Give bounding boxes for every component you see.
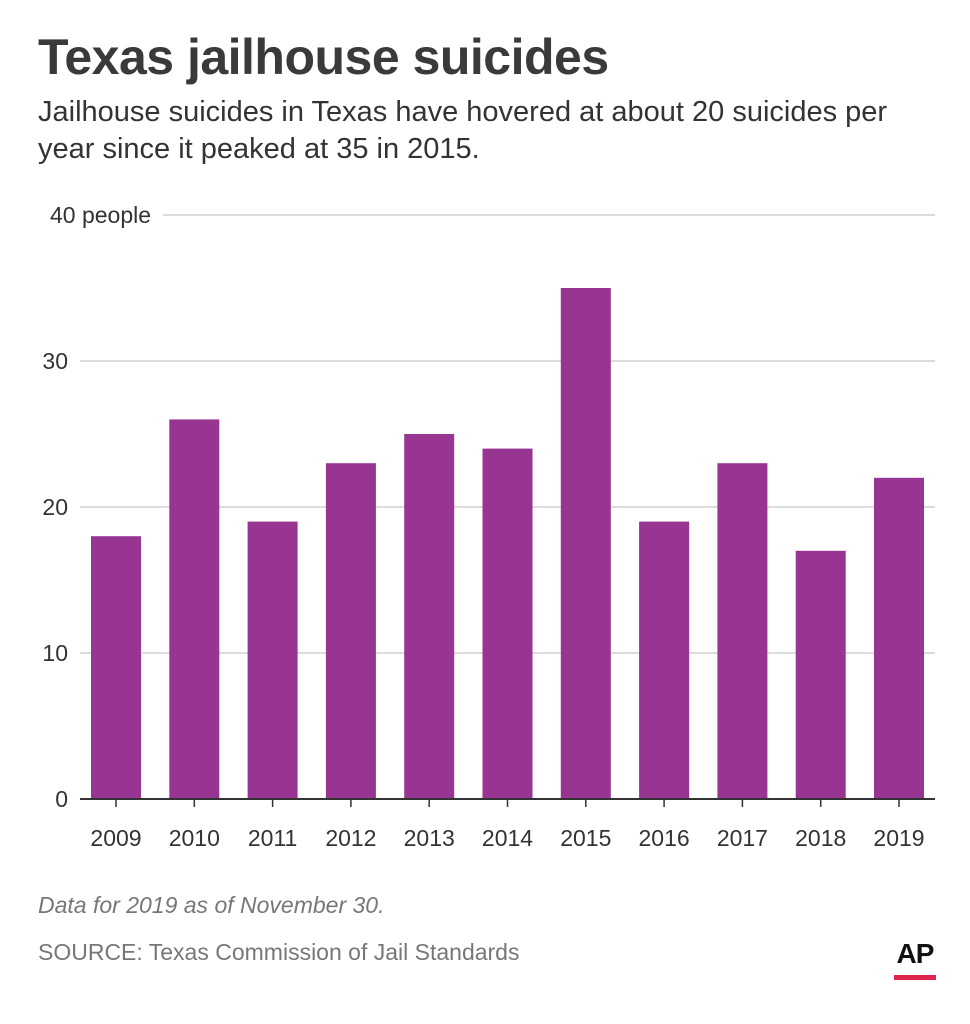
bar-2019 [874,477,924,799]
y-tick-label: 20 [42,494,68,520]
bar-2011 [247,521,298,799]
bar-2017 [717,463,768,799]
x-tick-label: 2014 [482,825,533,851]
bar-2012 [325,463,376,799]
x-tick-label: 2012 [325,825,376,851]
x-tick-label: 2016 [639,825,690,851]
y-tick-label: 0 [55,786,68,812]
x-tick-label: 2018 [795,825,846,851]
chart-title: Texas jailhouse suicides [38,29,609,85]
bar-chart: 0 10 20 30 40 people 2009 2010 2011 2012 2013 2014… [42,202,935,851]
bar-2016 [639,521,690,799]
bar-2018 [795,550,846,799]
y-tick-label: 40 people [50,202,151,228]
bar-2009 [91,536,141,799]
x-tick-label: 2019 [873,825,924,851]
x-tick-label: 2010 [169,825,220,851]
axis-labels: 0 10 20 30 40 people 2009 2010 2011 2012 2013 2014… [42,202,924,851]
chart-subtitle: Jailhouse suicides in Texas have hovered… [38,96,888,165]
bars [91,288,924,799]
x-axis [80,798,935,807]
bar-2013 [404,434,455,799]
data-note: Data for 2019 as of November 30. [38,892,385,918]
y-tick-label: 10 [42,640,68,666]
x-tick-label: 2013 [404,825,455,851]
x-tick-label: 2017 [717,825,768,851]
x-tick-label: 2015 [560,825,611,851]
ap-logo-underline [894,975,936,980]
x-tick-label: 2011 [248,825,297,851]
x-tick-label: 2009 [90,825,141,851]
source-credit: SOURCE: Texas Commission of Jail Standar… [38,939,520,965]
ap-logo-text: AP [896,938,935,969]
bar-2015 [560,288,611,799]
y-tick-label: 30 [42,348,68,374]
bar-2010 [169,419,220,799]
ap-logo: AP [894,938,936,980]
bar-2014 [482,448,533,799]
